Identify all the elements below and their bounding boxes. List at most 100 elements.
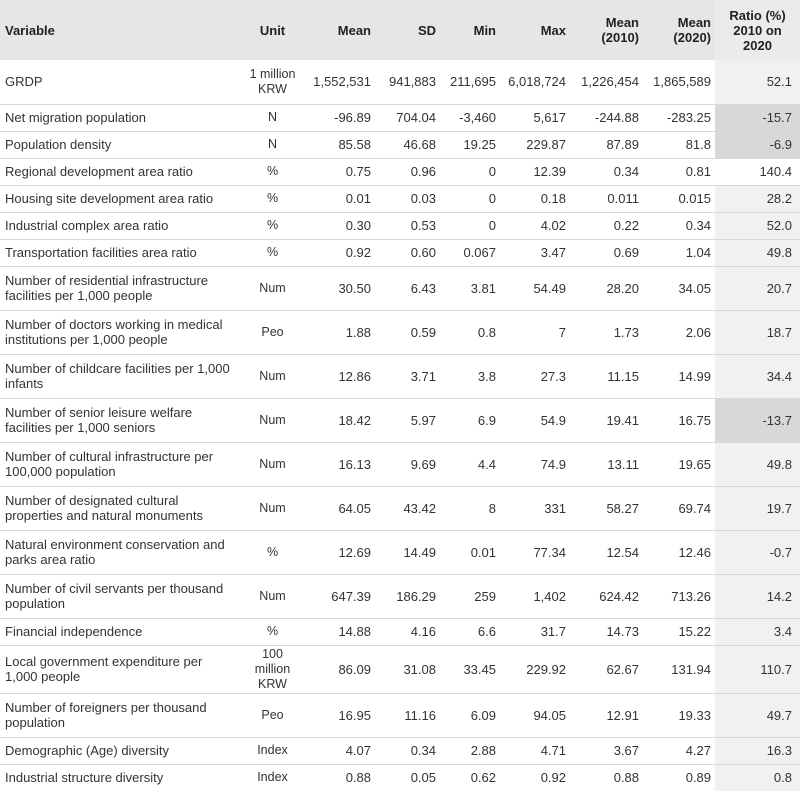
cell-sd: 941,883 — [375, 60, 440, 105]
cell-min: 2.88 — [440, 737, 500, 765]
cell-mean: 18.42 — [305, 398, 375, 443]
cell-sd: 11.16 — [375, 693, 440, 738]
header-mean-2010: Mean (2010) — [570, 0, 643, 60]
cell-mean: 0.01 — [305, 185, 375, 213]
table-row: Housing site development area ratio% 0.01… — [0, 185, 800, 213]
cell-mean-2010: 0.88 — [613, 770, 639, 786]
cell-min: 3.81 — [440, 266, 500, 311]
cell-mean-2010: 0.34 — [570, 158, 643, 186]
cell-mean-2010: -244.88 — [570, 104, 643, 132]
cell-sd: 9.69 — [375, 442, 440, 487]
cell-variable: Population density — [0, 131, 240, 159]
cell-ratio: 49.7 — [715, 693, 800, 738]
cell-mean-2010: 87.89 — [570, 131, 643, 159]
table-row: Number of cultural infrastructure per 10… — [0, 442, 800, 487]
cell-mean-2020: -283.25 — [643, 104, 715, 132]
cell-mean: 0.88 — [345, 770, 371, 786]
cell-variable: Number of cultural infrastructure per 10… — [0, 442, 240, 487]
cell-variable: Number of civil servants per thousand po… — [0, 574, 240, 619]
cell-mean: 12.69 — [305, 530, 375, 575]
cell-mean: 64.05 — [305, 486, 375, 531]
cell-max: 229.92 — [500, 645, 570, 694]
header-mean-2020: Mean (2020) — [643, 0, 715, 60]
cell-unit: % — [240, 239, 305, 267]
cell-min: 6.9 — [440, 398, 500, 443]
header-ratio-line3: 2020 — [743, 37, 772, 53]
cell-variable: Number of foreigners per thousand popula… — [0, 693, 240, 738]
cell-max: 4.02 — [500, 212, 570, 240]
cell-variable: GRDP — [0, 60, 240, 105]
cell-min: 211,695 — [440, 60, 500, 105]
cell-mean-2020: 69.74 — [643, 486, 715, 531]
cell-mean-2010: 3.67 — [570, 737, 643, 765]
cell-variable: Number of childcare facilities per 1,000… — [0, 354, 240, 399]
cell-mean-2010: 14.73 — [570, 618, 643, 646]
cell-variable: Transportation facilities area ratio — [0, 239, 240, 267]
cell-sd: 31.08 — [375, 645, 440, 694]
header-mean: Mean — [305, 0, 375, 60]
cell-max: 1,402 — [500, 574, 570, 619]
cell-mean-2010: 624.42 — [570, 574, 643, 619]
cell-mean-2010: 62.67 — [570, 645, 643, 694]
cell-mean: 85.58 — [305, 131, 375, 159]
cell-ratio: 52.0 — [715, 212, 800, 240]
table-row: Industrial complex area ratio% 0.30 0.53 0 4… — [0, 212, 800, 240]
cell-ratio: 14.2 — [715, 574, 800, 619]
cell-unit: Num — [240, 574, 305, 619]
table-row: Local government expenditure per 1,000 p… — [0, 645, 800, 694]
cell-variable: Regional development area ratio — [0, 158, 240, 186]
cell-mean-2020: 16.75 — [643, 398, 715, 443]
cell-unit: Peo — [240, 310, 305, 355]
table-row: Transportation facilities area ratio% 0.9… — [0, 239, 800, 267]
cell-mean-2010: 0.011 — [570, 185, 643, 213]
cell-mean-2020: 12.46 — [643, 530, 715, 575]
cell-sd: 0.34 — [375, 737, 440, 765]
cell-sd: 43.42 — [375, 486, 440, 531]
cell-unit: % — [240, 618, 305, 646]
table-row: Number of senior leisure welfare facilit… — [0, 398, 800, 443]
table-row: Demographic (Age) diversity Index 4.07 0.34… — [0, 737, 800, 765]
cell-mean-2010: 11.15 — [570, 354, 643, 399]
cell-mean-2010: 19.41 — [570, 398, 643, 443]
cell-sd: 0.59 — [375, 310, 440, 355]
cell-unit: Num — [240, 266, 305, 311]
cell-ratio: 18.7 — [715, 310, 800, 355]
cell-unit: Peo — [240, 693, 305, 738]
cell-unit: Num — [240, 398, 305, 443]
cell-mean-2020: 19.65 — [643, 442, 715, 487]
cell-min: 19.25 — [440, 131, 500, 159]
cell-sd: 186.29 — [375, 574, 440, 619]
cell-max: 54.49 — [500, 266, 570, 311]
cell-variable: Housing site development area ratio — [0, 185, 240, 213]
cell-variable: Number of senior leisure welfare facilit… — [0, 398, 240, 443]
cell-max: 54.9 — [500, 398, 570, 443]
cell-mean: 1.88 — [305, 310, 375, 355]
cell-ratio: 140.4 — [715, 158, 800, 186]
cell-variable: Local government expenditure per 1,000 p… — [0, 645, 240, 694]
cell-ratio: -0.7 — [715, 530, 800, 575]
cell-mean-2010: 12.54 — [570, 530, 643, 575]
cell-mean-2020: 15.22 — [643, 618, 715, 646]
cell-min: 259 — [440, 574, 500, 619]
cell-max: 77.34 — [500, 530, 570, 575]
cell-min: 0.01 — [440, 530, 500, 575]
header-mean-2020-line1: Mean — [677, 15, 711, 30]
cell-min: 0 — [440, 158, 500, 186]
cell-mean-2020: 14.99 — [643, 354, 715, 399]
cell-min: 33.45 — [440, 645, 500, 694]
cell-mean: 86.09 — [305, 645, 375, 694]
cell-mean-2020: 1.04 — [643, 239, 715, 267]
cell-min: 3.8 — [440, 354, 500, 399]
cell-max: 7 — [500, 310, 570, 355]
header-min: Min — [440, 0, 500, 60]
cell-max: 74.9 — [500, 442, 570, 487]
cell-unit: Num — [240, 442, 305, 487]
cell-mean-2010: 1,226,454 — [570, 60, 643, 105]
cell-min: 6.6 — [440, 618, 500, 646]
cell-max: 229.87 — [500, 131, 570, 159]
cell-ratio: -15.7 — [715, 104, 800, 132]
cell-sd: 4.16 — [375, 618, 440, 646]
cell-mean-2020: 131.94 — [643, 645, 715, 694]
header-mean-2020-line2: (2020) — [673, 30, 711, 45]
cell-sd: 0.96 — [375, 158, 440, 186]
